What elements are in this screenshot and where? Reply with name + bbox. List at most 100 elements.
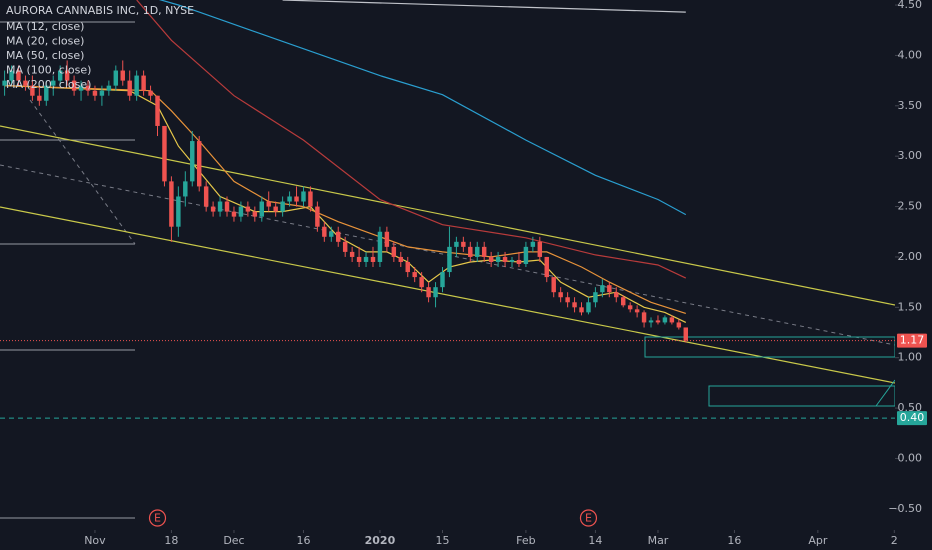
candle-body [391,246,397,257]
price-badge [897,411,927,426]
candle-body [481,246,487,257]
candle-body [190,141,195,182]
candle-body [210,206,216,212]
legend-entry: MA (100, close) [6,64,91,77]
candle-body [627,305,633,310]
candle-body [322,226,327,237]
candle-body [440,272,445,288]
candle-body [245,206,251,212]
candle-body [607,285,612,293]
y-tick-label: 1.50 [898,300,923,313]
candle-body [315,206,320,227]
candle-body [308,191,313,207]
candle-body [176,196,181,227]
candle-body [120,70,125,81]
candle-body [23,80,28,86]
legend-entry: MA (50, close) [6,49,84,62]
candle-body [273,206,278,212]
x-tick-label: Apr [808,534,828,547]
candle-body [259,201,264,217]
candle-body [252,211,258,217]
x-tick-label: Feb [516,534,535,547]
candle-body [468,246,473,257]
candle-body [669,317,675,323]
candle-body [620,297,626,306]
candle-body [37,95,42,101]
candle-body [600,285,605,293]
price-badge-label: 1.17 [900,334,925,347]
candle-body [475,246,480,257]
candle-body [662,317,668,323]
candle-body [683,327,689,341]
candle-body [85,85,91,91]
candle-body [71,80,77,91]
candle-body [92,90,98,96]
candle-body [238,206,244,217]
earnings-label: E [154,512,161,525]
y-tick-label: 2.50 [898,200,923,213]
legend-entry: MA (12, close) [6,20,84,33]
candle-body [433,287,438,298]
moving-average [4,85,686,314]
x-tick-label: 16 [727,534,741,547]
candle-body [155,95,160,126]
moving-average [158,0,687,216]
moving-average [136,0,687,279]
earnings-marker [148,509,167,527]
candle-body [565,297,570,303]
candle-body [593,292,598,303]
candle-body [363,256,369,262]
candle-body [231,211,237,217]
earnings-label: E [585,512,592,525]
candle-body [148,90,153,96]
arrow [875,379,895,407]
candle-body [349,251,355,257]
candle-body [454,241,459,247]
candle-body [266,201,271,207]
candle-body [461,241,466,247]
y-tick-label: 2.00 [898,250,923,263]
candle-body [405,261,410,273]
x-tick-label: 15 [435,534,449,547]
y-tick-label: 1.00 [898,351,923,364]
candle-body [530,241,536,247]
candle-body [356,256,362,262]
candle-body [648,320,654,323]
candle-body [523,246,529,264]
y-tick-label: 4.00 [898,48,923,61]
candle-body [551,277,556,293]
candle-body [419,277,424,288]
candle-body [641,312,647,323]
y-tick-label: 0.00 [898,451,923,464]
candle-body [169,181,174,227]
candle-body [106,85,112,91]
candle-body [544,256,549,278]
candle-body [495,256,501,262]
x-tick-label: 2020 [365,534,396,547]
candle-body [224,201,230,212]
chart-title: AURORA CANNABIS INC, 1D, NYSE [6,4,194,17]
candle-body [488,256,494,262]
x-tick-label: 16 [296,534,310,547]
candle-body [162,125,167,182]
candle-body [676,322,682,328]
candle-body [329,231,334,237]
candle-body [16,70,21,81]
candle-body [336,231,341,242]
price-badge-label: 0.40 [900,411,925,424]
trend-line [0,125,895,306]
candle-body [377,231,383,262]
candle-body [294,196,299,202]
candle-body [141,75,146,91]
candle-body [44,85,49,101]
candle-body [412,272,417,278]
candle-body [113,70,119,86]
candle-body [447,246,452,273]
y-tick-label: 3.00 [898,149,923,162]
candle-body [64,70,70,81]
moving-average [282,0,686,13]
y-tick-label: 4.50 [898,0,923,11]
candle-body [203,186,209,207]
candle-body [287,196,292,202]
candle-body [572,302,577,308]
